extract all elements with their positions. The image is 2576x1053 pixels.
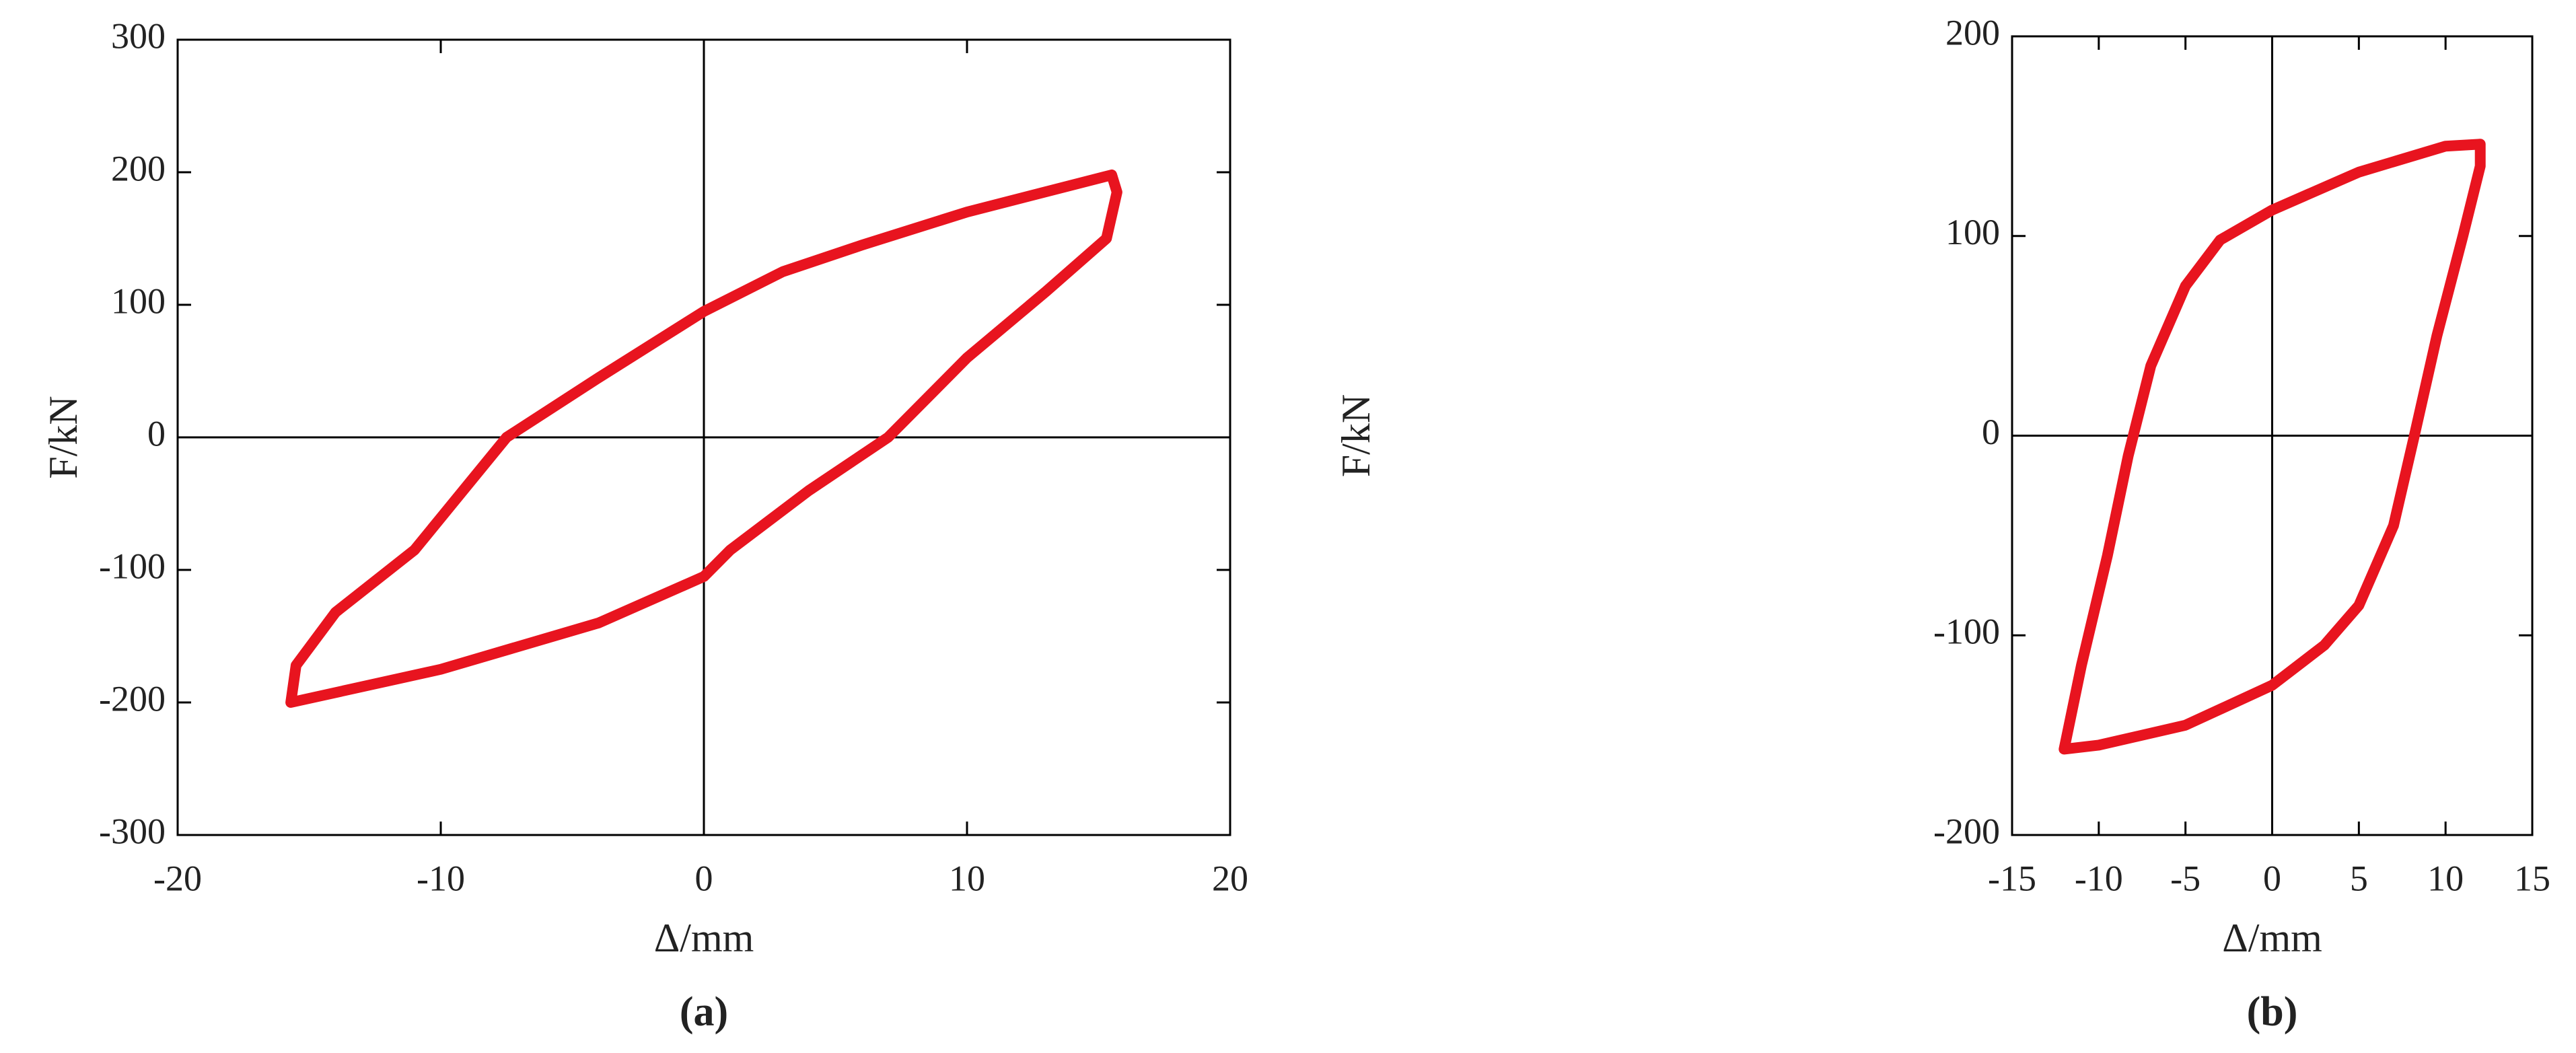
y-axis-label: F/kN [1334, 394, 1378, 477]
y-tick-label: -100 [99, 546, 166, 586]
y-axis-label: F/kN [41, 396, 85, 478]
y-tick-label: 0 [1982, 412, 2000, 452]
hysteresis-loop [285, 169, 1122, 708]
y-tick-label: -100 [1933, 612, 2000, 652]
hysteresis-loop [2059, 139, 2486, 755]
caption: (a) [680, 989, 728, 1035]
y-tick-label: 0 [147, 413, 166, 453]
x-tick-label: 10 [2427, 858, 2464, 898]
x-tick-label: -20 [153, 858, 202, 898]
y-tick-label: -200 [1933, 811, 2000, 851]
x-tick-label: 20 [1212, 858, 1248, 898]
x-tick-label: -10 [2075, 858, 2123, 898]
y-tick-label: 300 [111, 15, 166, 56]
y-tick-label: 200 [111, 148, 166, 188]
x-tick-label: -15 [1988, 858, 2036, 898]
x-tick-label: -10 [417, 858, 465, 898]
x-tick-label: 0 [695, 858, 713, 898]
x-axis-label: Δ/mm [2222, 916, 2322, 960]
x-tick-label: 5 [2350, 858, 2368, 898]
x-tick-label: -5 [2170, 858, 2201, 898]
x-tick-label: 15 [2514, 858, 2550, 898]
x-tick-label: 0 [2263, 858, 2281, 898]
y-tick-label: 100 [1945, 212, 2000, 252]
caption: (b) [2247, 989, 2298, 1035]
x-tick-label: 10 [949, 858, 985, 898]
y-tick-label: 100 [111, 281, 166, 321]
y-tick-label: -200 [99, 678, 166, 719]
y-tick-label: 200 [1945, 12, 2000, 52]
x-axis-label: Δ/mm [654, 916, 754, 960]
y-tick-label: -300 [99, 811, 166, 851]
